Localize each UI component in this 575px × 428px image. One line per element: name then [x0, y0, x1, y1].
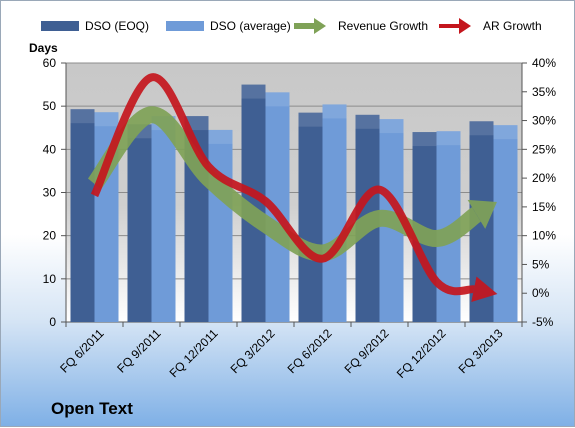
y-tick-label-right: 40% — [532, 56, 556, 70]
line-revenue-growth — [87, 106, 497, 262]
y-tick-label-right: 5% — [532, 257, 550, 271]
bar-dso-eoq-highlight — [355, 114, 380, 129]
bar-dso-average — [208, 129, 233, 322]
y-tick-label-left: 50 — [43, 99, 57, 113]
line-revenue-growth-line — [87, 106, 482, 262]
bar-dso-average-fill — [151, 116, 176, 322]
bar-dso-average — [151, 116, 176, 322]
y-tick-label-right: 0% — [532, 286, 550, 300]
legend-item: DSO (average) — [166, 19, 291, 33]
legend-label: DSO (average) — [210, 19, 291, 33]
bar-dso-average-highlight — [379, 119, 404, 134]
line-ar-growth-line — [90, 73, 475, 296]
y-tick-label-left: 0 — [49, 315, 56, 329]
x-tick-label: FQ 12/2012 — [394, 326, 449, 381]
y-tick-label-right: -5% — [532, 315, 554, 329]
line-revenue-growth-arrowhead — [467, 199, 497, 229]
bar-dso-average-highlight — [436, 131, 461, 146]
bar-dso-eoq — [127, 124, 152, 323]
bar-dso-eoq — [298, 112, 323, 323]
legend-arrow-head — [459, 18, 471, 34]
company-name: Open Text — [51, 399, 133, 418]
y-tick-label-right: 25% — [532, 142, 556, 156]
legend-item: DSO (EOQ) — [41, 19, 149, 33]
y-tick-label-left: 60 — [43, 56, 57, 70]
bar-dso-average — [493, 125, 518, 322]
bar-dso-average-highlight — [265, 92, 290, 107]
legend-arrow-head — [314, 18, 326, 34]
bar-dso-eoq-highlight — [298, 112, 323, 127]
bar-dso-eoq-highlight — [469, 121, 494, 136]
bar-dso-eoq-fill — [127, 124, 152, 323]
bar-dso-average-highlight — [493, 125, 518, 140]
bar-dso-average-fill — [493, 125, 518, 322]
y-tick-label-right: 30% — [532, 114, 556, 128]
x-tick-label: FQ 9/2011 — [114, 326, 164, 376]
legend-swatch — [41, 21, 79, 31]
y-tick-label-right: 20% — [532, 171, 556, 185]
x-tick-label: FQ 12/2011 — [167, 326, 221, 380]
legend-item: AR Growth — [439, 18, 542, 34]
bar-dso-average-fill — [208, 129, 233, 322]
line-ar-growth — [90, 73, 498, 303]
legend-label: AR Growth — [483, 19, 542, 33]
bar-dso-eoq — [70, 109, 95, 323]
y-tick-label-left: 20 — [43, 229, 57, 243]
legend-label: Revenue Growth — [338, 19, 428, 33]
x-tick-label: FQ 6/2012 — [285, 326, 335, 376]
x-tick-label: FQ 3/2012 — [228, 326, 278, 376]
bar-dso-eoq-fill — [298, 112, 323, 323]
y-tick-label-right: 15% — [532, 200, 556, 214]
y-tick-label-right: 35% — [532, 85, 556, 99]
legend-swatch — [166, 21, 204, 31]
bar-dso-average-highlight — [322, 104, 347, 119]
y-axis-title: Days — [29, 41, 58, 55]
bar-dso-eoq-highlight — [412, 132, 437, 147]
legend-item: Revenue Growth — [294, 18, 428, 34]
bar-dso-average-highlight — [208, 129, 233, 144]
legend-label: DSO (EOQ) — [85, 19, 149, 33]
bar-dso-average-fill — [322, 104, 347, 322]
y-tick-label-left: 10 — [43, 272, 57, 286]
x-tick-label: FQ 6/2011 — [57, 326, 107, 376]
bar-dso-eoq-highlight — [241, 84, 266, 99]
x-tick-label: FQ 3/2013 — [456, 326, 506, 376]
x-tick-label: FQ 9/2012 — [342, 326, 392, 376]
line-ar-growth-arrowhead — [471, 276, 498, 303]
bar-dso-average-highlight — [94, 112, 119, 127]
legend: DSO (EOQ) DSO (average) Revenue Growth AR G… — [41, 18, 542, 34]
y-tick-label-right: 10% — [532, 229, 556, 243]
y-tick-label-left: 40 — [43, 142, 57, 156]
y-tick-label-left: 30 — [43, 186, 57, 200]
bar-dso-average — [322, 104, 347, 322]
bar-dso-eoq-highlight — [70, 109, 95, 124]
bar-dso-eoq-fill — [70, 109, 95, 323]
